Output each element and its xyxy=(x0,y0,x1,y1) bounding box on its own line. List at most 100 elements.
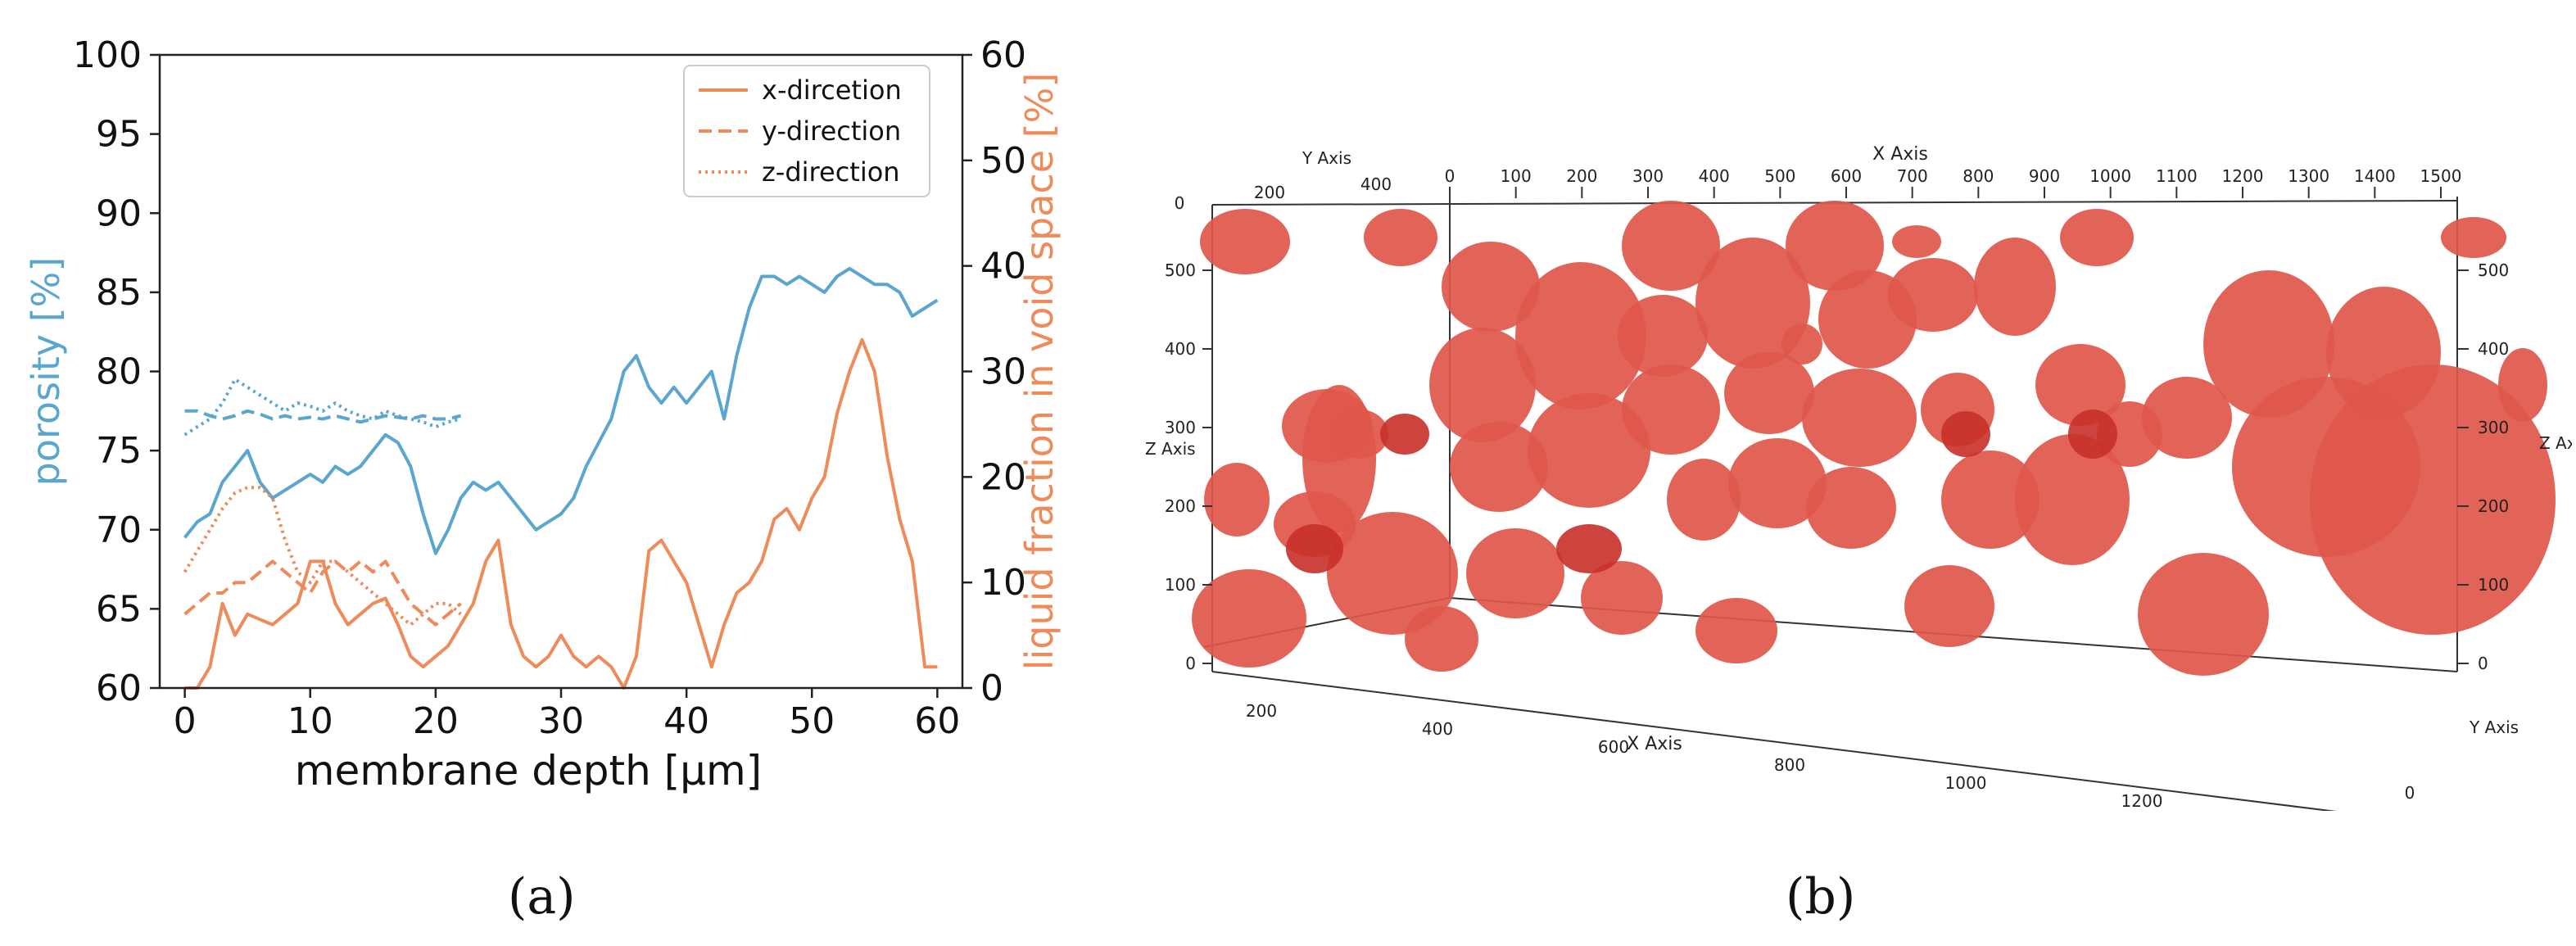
z-left-tick-label: 200 xyxy=(1165,496,1196,516)
z-left-tick-label: 100 xyxy=(1165,575,1196,595)
x-tick-label: 60 xyxy=(914,700,960,742)
series-line-z-direction xyxy=(183,486,462,627)
particle xyxy=(2060,209,2134,266)
x-top-tick-label: 1300 xyxy=(2288,166,2329,186)
x-top-tick-label: 1200 xyxy=(2222,166,2264,186)
x-bottom-tick-label: 200 xyxy=(1246,701,1277,721)
caption-a: (a) xyxy=(508,868,576,926)
x-axis-bottom-label: X Axis xyxy=(1627,734,1682,754)
particle xyxy=(1450,422,1548,512)
particle xyxy=(1192,569,1306,668)
z-right-tick-label: 500 xyxy=(2478,260,2509,280)
series-line-porosity-z xyxy=(183,378,461,437)
x-top-tick-label: 1400 xyxy=(2354,166,2396,186)
particle xyxy=(1364,209,1437,266)
legend-entry: y-direction xyxy=(762,115,901,147)
particle xyxy=(1302,385,1376,532)
z-right-tick-label: 0 xyxy=(2478,654,2488,673)
x-bottom-tick-label: 800 xyxy=(1774,755,1805,775)
y-right-tick-label: 40 xyxy=(980,246,1026,287)
x-bottom-tick-label: 400 xyxy=(1422,719,1453,739)
y-axis-top-label: Y Axis xyxy=(1302,148,1351,168)
x-tick-label: 20 xyxy=(413,700,459,742)
legend-entry: z-direction xyxy=(762,156,900,188)
x-tick-label: 30 xyxy=(538,700,584,742)
particle xyxy=(1466,528,1564,618)
x-top-tick-label: 0 xyxy=(1445,166,1456,186)
particle xyxy=(2138,553,2269,676)
y-right-axis-label: liquid fraction in void space [%] xyxy=(1017,73,1062,671)
x-top-tick-label: 900 xyxy=(2029,166,2060,186)
particle xyxy=(1724,352,1814,434)
y-right-tick-label: 0 xyxy=(980,668,1003,709)
particle-shadow xyxy=(1286,524,1343,573)
particle xyxy=(1974,238,2056,336)
particle xyxy=(1622,201,1720,291)
particle xyxy=(1200,209,1290,274)
particle xyxy=(1802,369,1917,467)
y-right-tick-label: 10 xyxy=(980,562,1026,604)
particle xyxy=(1781,324,1822,364)
caption-b: (b) xyxy=(1786,868,1856,926)
axis-edge xyxy=(1211,671,2337,811)
legend-box xyxy=(683,65,930,197)
x-top-tick-label: 1000 xyxy=(2089,166,2131,186)
y-left-tick-label: 95 xyxy=(96,114,142,156)
x-bottom-tick-label: 1200 xyxy=(2121,791,2163,811)
x-top-tick-label: 500 xyxy=(1764,166,1795,186)
y-right-tick-label: 50 xyxy=(980,140,1026,182)
x-top-tick-label: 300 xyxy=(1632,166,1664,186)
y-left-axis-label: porosity [%] xyxy=(24,257,68,487)
series-line-y-direction xyxy=(183,559,462,627)
particle xyxy=(1667,459,1741,541)
particle xyxy=(1618,295,1708,377)
particle xyxy=(1622,364,1720,455)
x-top-tick-label: 200 xyxy=(1566,166,1597,186)
legend-entry: x-dircetion xyxy=(762,75,902,106)
particle xyxy=(2142,377,2232,459)
particle xyxy=(1515,262,1646,410)
x-bottom-tick-label: 600 xyxy=(1598,737,1629,757)
x-top-tick-label: 800 xyxy=(1963,166,1994,186)
z-left-tick-label: 0 xyxy=(1185,654,1196,673)
x-bottom-tick-label: 1000 xyxy=(1945,773,1987,793)
x-tick-label: 40 xyxy=(663,700,709,742)
particle xyxy=(1892,225,1941,258)
y-left-tick-label: 60 xyxy=(96,668,142,709)
particle xyxy=(1442,242,1540,332)
particle xyxy=(1405,606,1478,672)
particle xyxy=(1528,393,1650,508)
particle xyxy=(2035,344,2126,426)
particle xyxy=(2498,348,2547,422)
y-left-tick-label: 90 xyxy=(96,192,142,234)
y-right-tick-label: 60 xyxy=(980,34,1026,76)
z-axis-right-label: Z Axis xyxy=(2539,433,2572,453)
particle xyxy=(2310,364,2556,635)
particle xyxy=(1806,467,1896,549)
particle xyxy=(1888,258,1978,332)
series-line-porosity-y xyxy=(184,409,461,424)
particle xyxy=(1728,438,1827,528)
particle-shadow xyxy=(2068,410,2117,459)
particle xyxy=(2015,434,2130,565)
y-top-tick-label: 400 xyxy=(1360,174,1392,194)
z-left-tick-label: 500 xyxy=(1165,260,1196,280)
particle xyxy=(1695,238,1810,369)
y-left-tick-label: 75 xyxy=(96,430,142,472)
y-left-tick-label: 65 xyxy=(96,588,142,630)
y-top-tick-label: 0 xyxy=(1175,193,1185,213)
z-left-tick-label: 300 xyxy=(1165,418,1196,437)
x-top-tick-label: 600 xyxy=(1831,166,1862,186)
z-right-tick-label: 300 xyxy=(2478,418,2509,437)
y-left-tick-label: 80 xyxy=(96,351,142,393)
y-left-tick-label: 70 xyxy=(96,509,142,551)
x-tick-label: 10 xyxy=(287,700,333,742)
x-top-tick-label: 400 xyxy=(1699,166,1730,186)
particle xyxy=(2441,217,2506,258)
particle xyxy=(1941,450,2040,549)
x-axis-label: membrane depth [μm] xyxy=(295,747,762,794)
particle xyxy=(1786,201,1884,291)
x-bottom-tick-label: 1400 xyxy=(2298,809,2339,811)
y-top-tick-label: 200 xyxy=(1254,183,1285,202)
